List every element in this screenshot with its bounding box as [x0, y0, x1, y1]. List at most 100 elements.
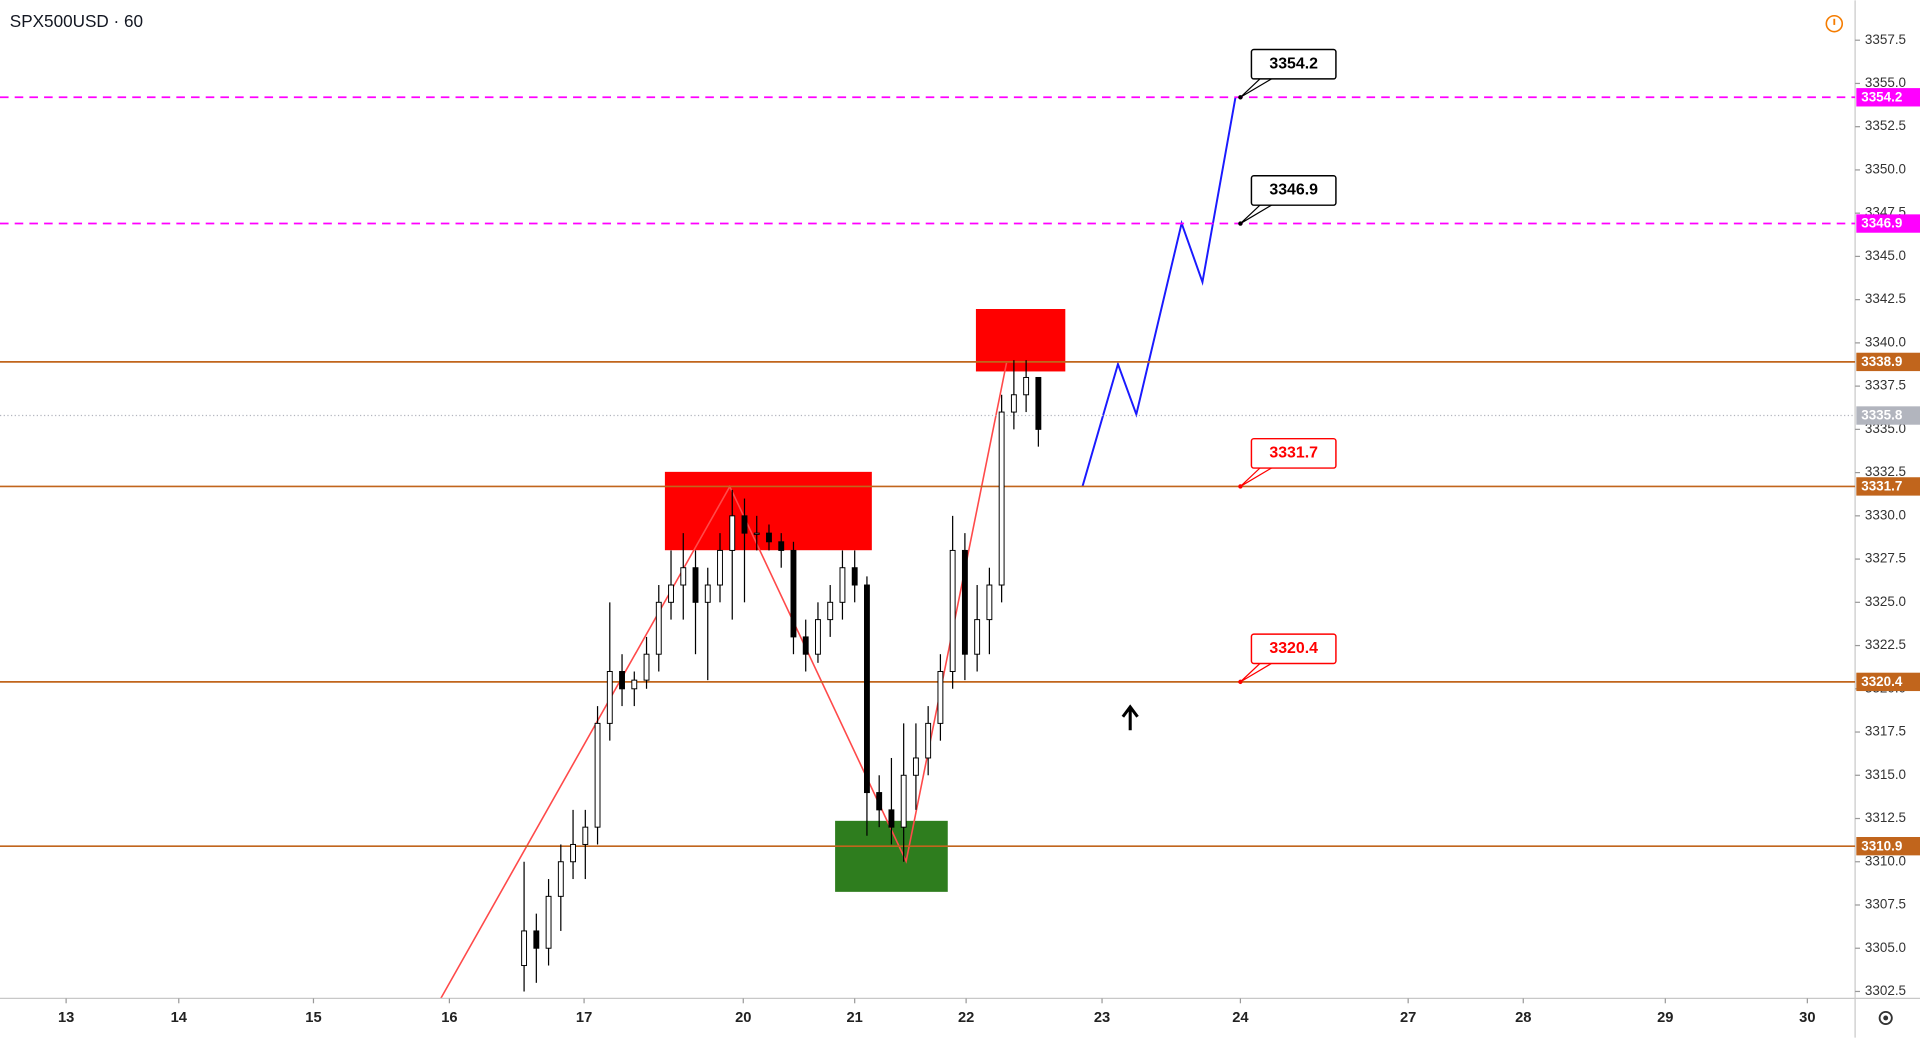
price-label-bg — [1856, 477, 1920, 496]
candle-body — [937, 671, 944, 724]
price-label: 3338.9 — [1861, 354, 1902, 369]
y-tick-label: 3307.5 — [1865, 897, 1906, 912]
price-label-bg — [1856, 672, 1920, 692]
candle-body — [839, 567, 846, 603]
x-tick-label: 27 — [1400, 1010, 1416, 1026]
callout-label: 3346.9 — [1269, 182, 1318, 199]
candle-body — [741, 515, 748, 534]
candle-body — [1010, 394, 1017, 413]
y-tick-label: 3355.0 — [1865, 75, 1906, 90]
candle-body — [851, 567, 858, 586]
candle-body — [815, 619, 821, 655]
candle-body — [655, 601, 662, 655]
y-tick-label: 3302.5 — [1865, 983, 1906, 998]
projection-path — [1081, 96, 1237, 487]
x-tick-label: 30 — [1799, 1010, 1815, 1026]
candle-body — [753, 532, 760, 535]
candle-body — [790, 549, 797, 638]
candle-body — [925, 722, 932, 759]
candle-body — [643, 653, 650, 681]
price-label-bg — [1856, 352, 1920, 372]
candle-body — [1023, 376, 1030, 396]
callout-box — [1250, 175, 1337, 206]
y-tick-label: 3315.0 — [1865, 767, 1906, 782]
warning-icon[interactable] — [1825, 14, 1844, 33]
candle-body — [900, 774, 907, 828]
y-tick-label: 3305.0 — [1865, 940, 1906, 955]
y-tick-label: 3317.5 — [1865, 724, 1906, 739]
candle-body — [521, 930, 528, 967]
y-tick-label: 3325.0 — [1865, 594, 1906, 609]
up-arrow — [1121, 704, 1139, 731]
candle-body — [1035, 376, 1042, 430]
candle-body — [827, 601, 834, 621]
warning-circle[interactable] — [1825, 14, 1844, 33]
candle-body — [680, 567, 687, 586]
candle-body — [717, 549, 723, 586]
candle-body — [692, 567, 699, 603]
y-tick-label: 3342.5 — [1865, 291, 1906, 306]
price-label: 3310.9 — [1861, 838, 1902, 853]
candle-body — [998, 411, 1005, 586]
callout-box — [1250, 633, 1337, 665]
zigzag-line — [440, 362, 1008, 999]
candle-body — [766, 532, 772, 543]
settings-hub[interactable] — [1883, 1015, 1889, 1021]
candle-body — [704, 584, 711, 603]
candle-body — [802, 636, 809, 655]
supply-zone — [975, 309, 1066, 372]
candle-body — [594, 722, 601, 828]
candle-body — [961, 549, 968, 655]
price-label-bg — [1856, 88, 1920, 107]
y-tick-label: 3352.5 — [1865, 118, 1906, 133]
candle-body — [668, 584, 674, 603]
y-tick-label: 3330.0 — [1865, 507, 1906, 522]
callout-anchor — [1238, 221, 1243, 226]
y-tick-label: 3310.0 — [1865, 853, 1906, 868]
y-tick-label: 3350.0 — [1865, 161, 1906, 176]
candle-body — [619, 671, 625, 690]
y-tick-label: 3322.5 — [1865, 637, 1906, 652]
settings-gear[interactable] — [1878, 1010, 1893, 1026]
y-tick-label: 3312.5 — [1865, 810, 1906, 825]
settings-icon[interactable] — [1878, 1010, 1893, 1026]
price-label: 3320.4 — [1861, 674, 1903, 689]
candle-body — [912, 757, 919, 776]
candle-body — [533, 930, 540, 949]
x-tick-label: 28 — [1515, 1010, 1531, 1026]
x-tick-label: 20 — [735, 1010, 751, 1026]
y-tick-label: 3357.5 — [1865, 32, 1906, 47]
candle-body — [545, 895, 552, 949]
price-label: 3346.9 — [1861, 216, 1902, 231]
y-tick-label: 3332.5 — [1865, 464, 1906, 479]
price-label-bg — [1856, 214, 1920, 233]
candle-body — [974, 619, 981, 655]
x-tick-label: 16 — [441, 1010, 457, 1026]
price-label-bg — [1856, 837, 1920, 856]
callout-box — [1250, 48, 1337, 80]
candle-body — [949, 549, 956, 672]
candle-body — [557, 861, 564, 897]
y-tick-label: 3340.0 — [1865, 334, 1906, 349]
x-tick-label: 15 — [305, 1010, 321, 1026]
candle-body — [570, 843, 576, 863]
callout-anchor — [1238, 679, 1243, 685]
y-tick-label: 3327.5 — [1865, 551, 1906, 566]
callout-label: 3354.2 — [1269, 55, 1318, 72]
price-label: 3331.7 — [1861, 479, 1902, 494]
x-tick-label: 24 — [1232, 1010, 1249, 1026]
x-tick-label: 21 — [847, 1010, 863, 1026]
candle-body — [888, 809, 895, 828]
candle-body — [729, 515, 736, 551]
candle-body — [864, 584, 870, 794]
callout-label: 3320.4 — [1269, 640, 1318, 657]
callout-label: 3331.7 — [1269, 445, 1318, 462]
candle-body — [606, 671, 613, 724]
x-tick-label: 14 — [171, 1010, 188, 1026]
price-label: 3335.8 — [1861, 408, 1903, 423]
candle-body — [778, 541, 785, 551]
callout-anchor — [1238, 484, 1243, 489]
x-tick-label: 22 — [958, 1010, 974, 1026]
candle-body — [631, 679, 638, 690]
